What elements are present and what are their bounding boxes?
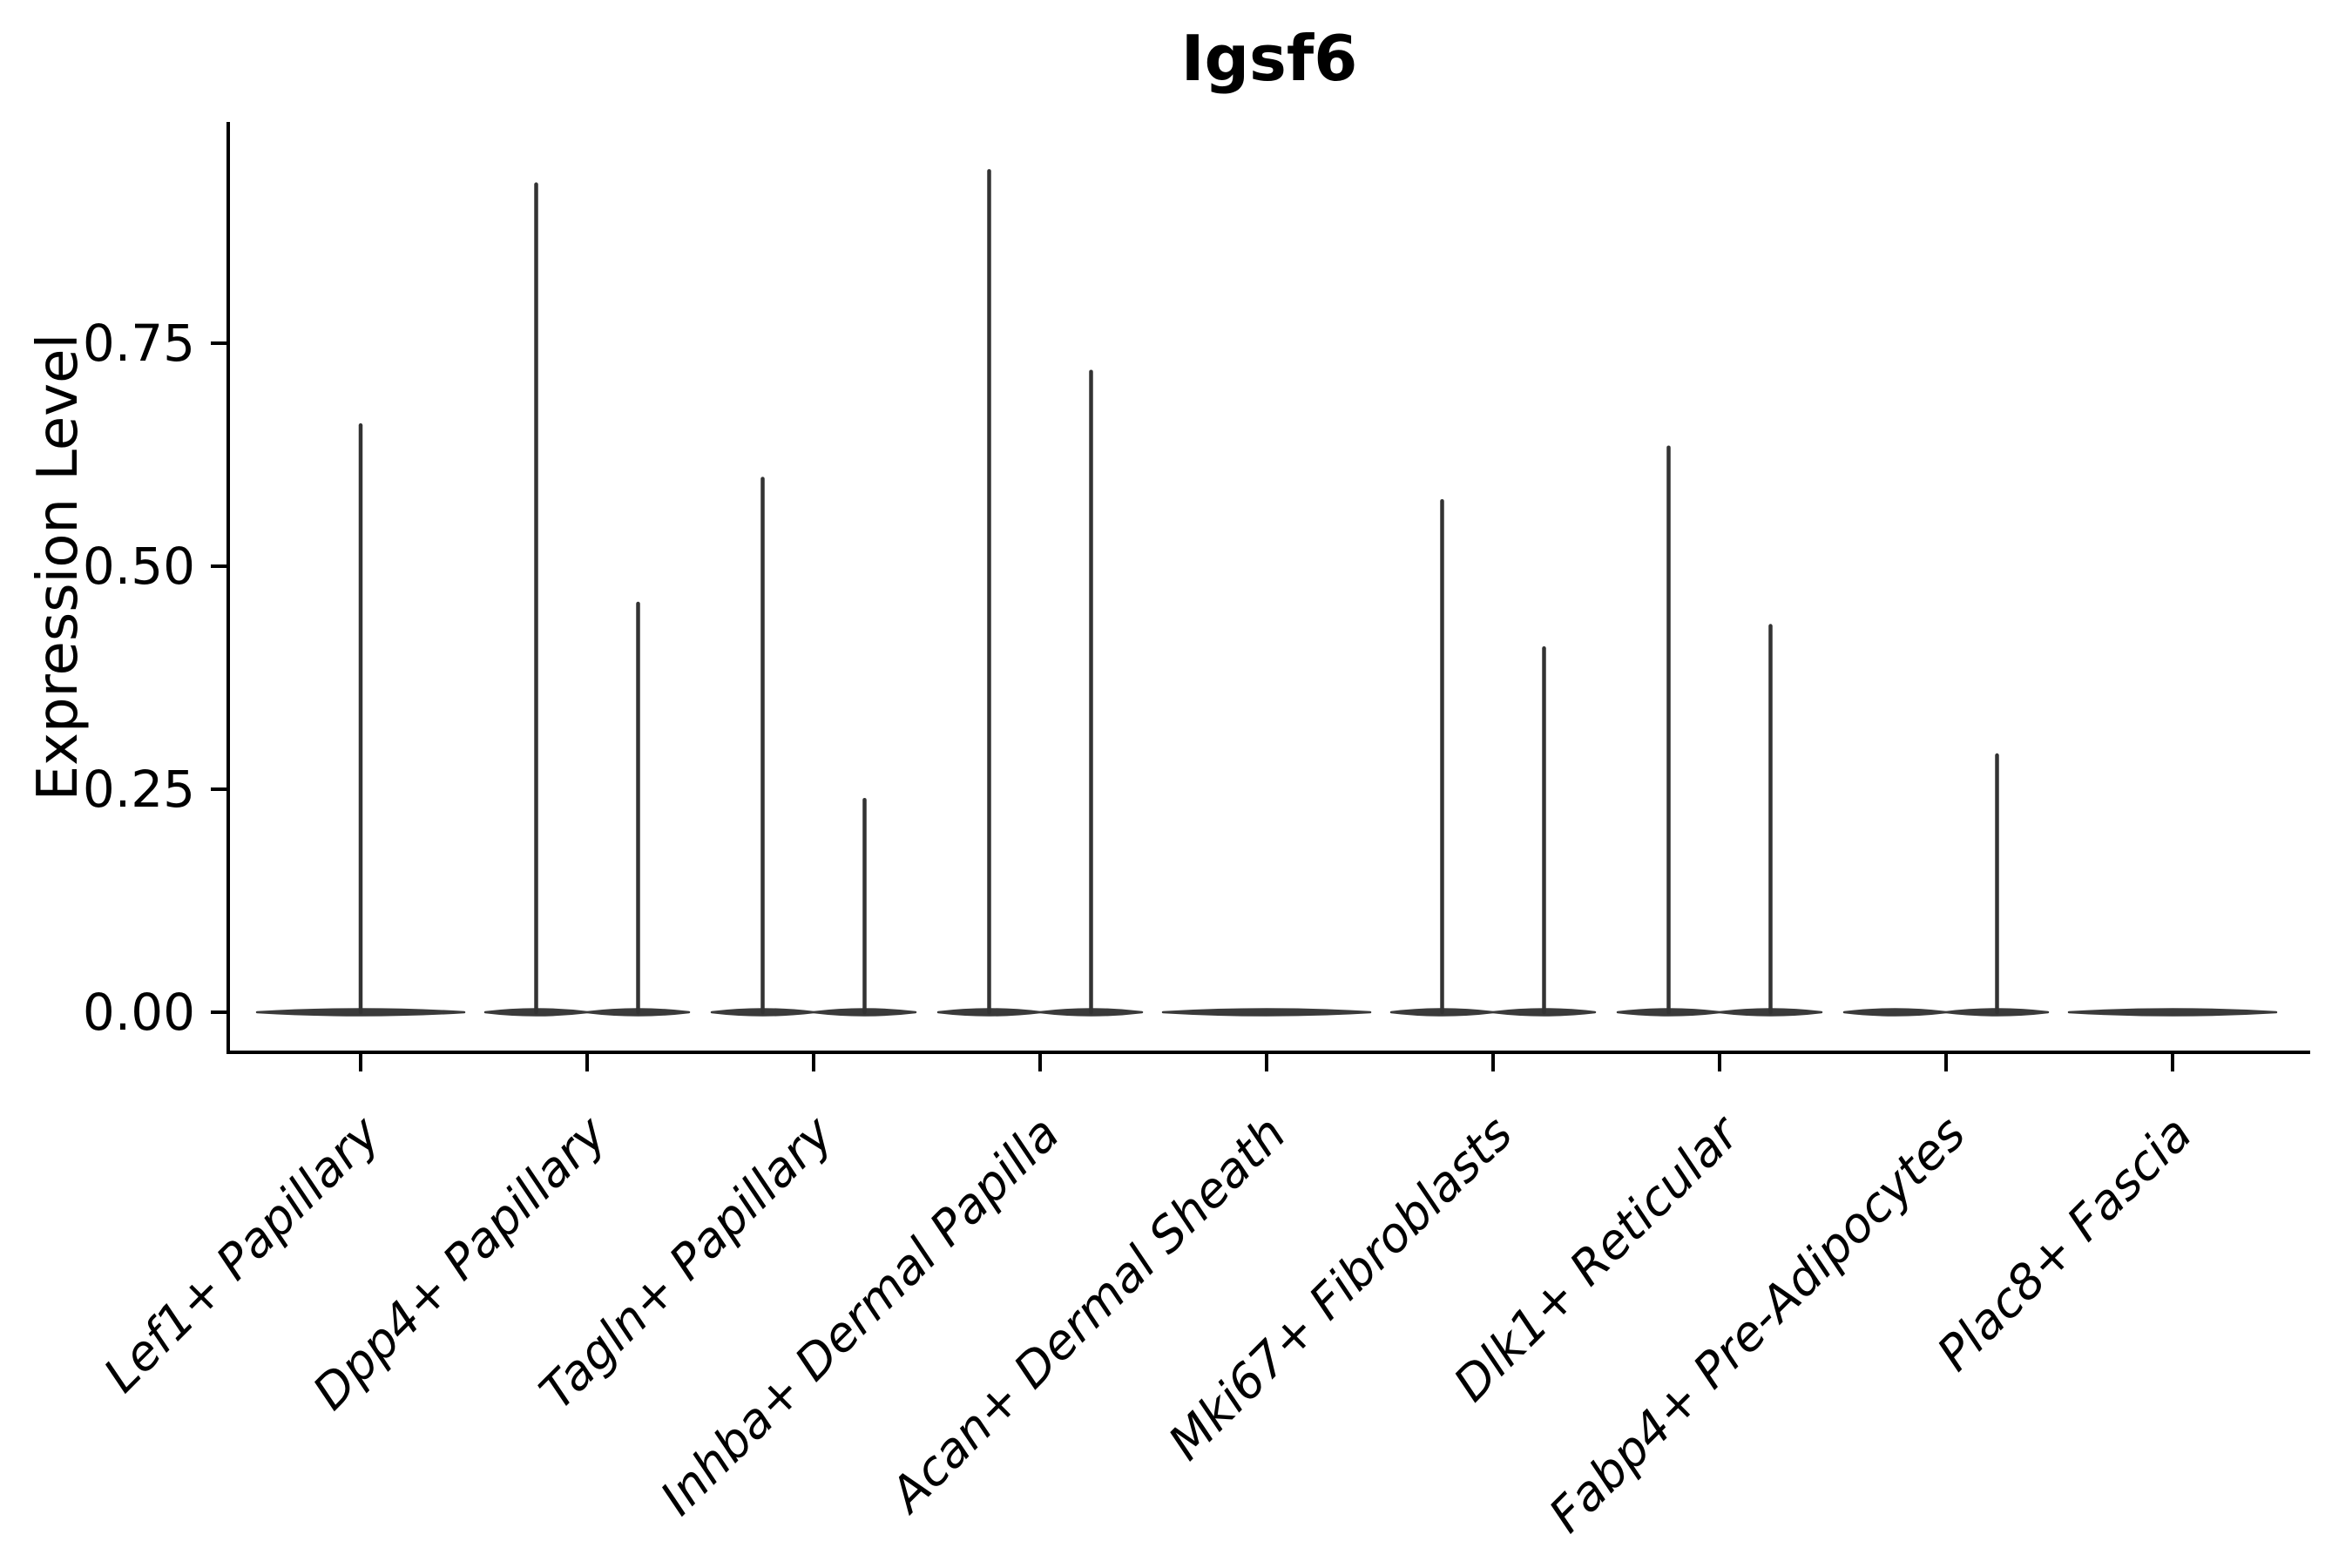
- violin-body: [1842, 1008, 1948, 1017]
- x-tick-label: Fabp4+ Pre-Adipocytes: [1538, 1105, 1976, 1543]
- violin-body: [1161, 1008, 1372, 1017]
- y-tick-label: 0.25: [83, 760, 195, 819]
- axes-layer: [211, 122, 2310, 1071]
- plot-title: Igsf6: [1181, 22, 1358, 95]
- violin-layer: [255, 169, 2278, 1017]
- violin-body: [2067, 1008, 2278, 1017]
- y-tick-label: 0.00: [83, 983, 195, 1042]
- y-axis-label: Expression Level: [26, 334, 91, 801]
- y-tick-label: 0.75: [83, 314, 195, 373]
- x-tick-label: Acan+ Dermal Sheath: [878, 1105, 1297, 1524]
- y-tick-label: 0.50: [83, 537, 195, 596]
- x-tick-label: Inhba+ Dermal Papilla: [650, 1105, 1070, 1525]
